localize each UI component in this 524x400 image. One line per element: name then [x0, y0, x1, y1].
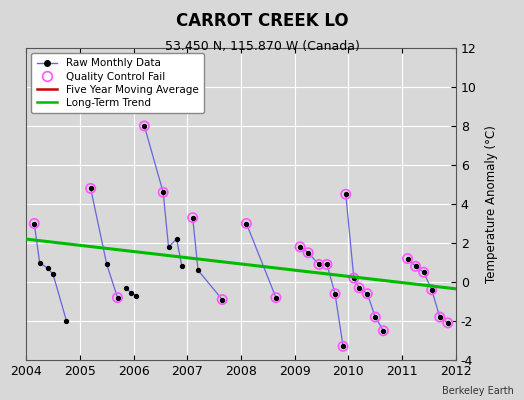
- Point: [323, 261, 331, 268]
- Legend: Raw Monthly Data, Quality Control Fail, Five Year Moving Average, Long-Term Tren: Raw Monthly Data, Quality Control Fail, …: [31, 53, 204, 113]
- Point: [218, 296, 226, 303]
- Point: [30, 220, 38, 227]
- Point: [86, 185, 95, 192]
- Point: [296, 244, 304, 250]
- Point: [379, 328, 388, 334]
- Point: [315, 261, 323, 268]
- Point: [403, 255, 412, 262]
- Point: [178, 263, 186, 270]
- Point: [403, 255, 412, 262]
- Y-axis label: Temperature Anomaly (°C): Temperature Anomaly (°C): [485, 125, 498, 283]
- Point: [189, 214, 197, 221]
- Point: [62, 318, 71, 324]
- Text: 53.450 N, 115.870 W (Canada): 53.450 N, 115.870 W (Canada): [165, 40, 359, 53]
- Point: [350, 275, 358, 281]
- Point: [49, 271, 57, 278]
- Point: [304, 250, 312, 256]
- Point: [355, 285, 364, 291]
- Point: [411, 263, 420, 270]
- Point: [435, 314, 444, 320]
- Point: [371, 314, 379, 320]
- Text: Berkeley Earth: Berkeley Earth: [442, 386, 514, 396]
- Point: [371, 314, 379, 320]
- Point: [165, 244, 173, 250]
- Point: [242, 220, 250, 227]
- Point: [159, 189, 167, 196]
- Point: [242, 220, 250, 227]
- Point: [86, 185, 95, 192]
- Point: [122, 285, 130, 291]
- Point: [132, 292, 140, 299]
- Point: [103, 261, 111, 268]
- Point: [411, 263, 420, 270]
- Point: [355, 285, 364, 291]
- Point: [363, 290, 372, 297]
- Text: CARROT CREEK LO: CARROT CREEK LO: [176, 12, 348, 30]
- Point: [140, 123, 149, 129]
- Point: [36, 259, 44, 266]
- Point: [350, 275, 358, 281]
- Point: [444, 320, 452, 326]
- Point: [428, 286, 436, 293]
- Point: [428, 286, 436, 293]
- Point: [30, 220, 38, 227]
- Point: [218, 296, 226, 303]
- Point: [435, 314, 444, 320]
- Point: [420, 269, 428, 276]
- Point: [194, 267, 202, 274]
- Point: [127, 290, 135, 296]
- Point: [315, 261, 323, 268]
- Point: [342, 191, 350, 198]
- Point: [420, 269, 428, 276]
- Point: [296, 244, 304, 250]
- Point: [379, 328, 388, 334]
- Point: [172, 236, 181, 242]
- Point: [363, 290, 372, 297]
- Point: [113, 294, 122, 301]
- Point: [331, 290, 339, 297]
- Point: [323, 261, 331, 268]
- Point: [189, 214, 197, 221]
- Point: [272, 294, 280, 301]
- Point: [339, 343, 347, 350]
- Point: [272, 294, 280, 301]
- Point: [339, 343, 347, 350]
- Point: [140, 123, 149, 129]
- Point: [159, 189, 167, 196]
- Point: [304, 250, 312, 256]
- Point: [113, 294, 122, 301]
- Point: [43, 265, 52, 272]
- Point: [331, 290, 339, 297]
- Point: [444, 320, 452, 326]
- Point: [342, 191, 350, 198]
